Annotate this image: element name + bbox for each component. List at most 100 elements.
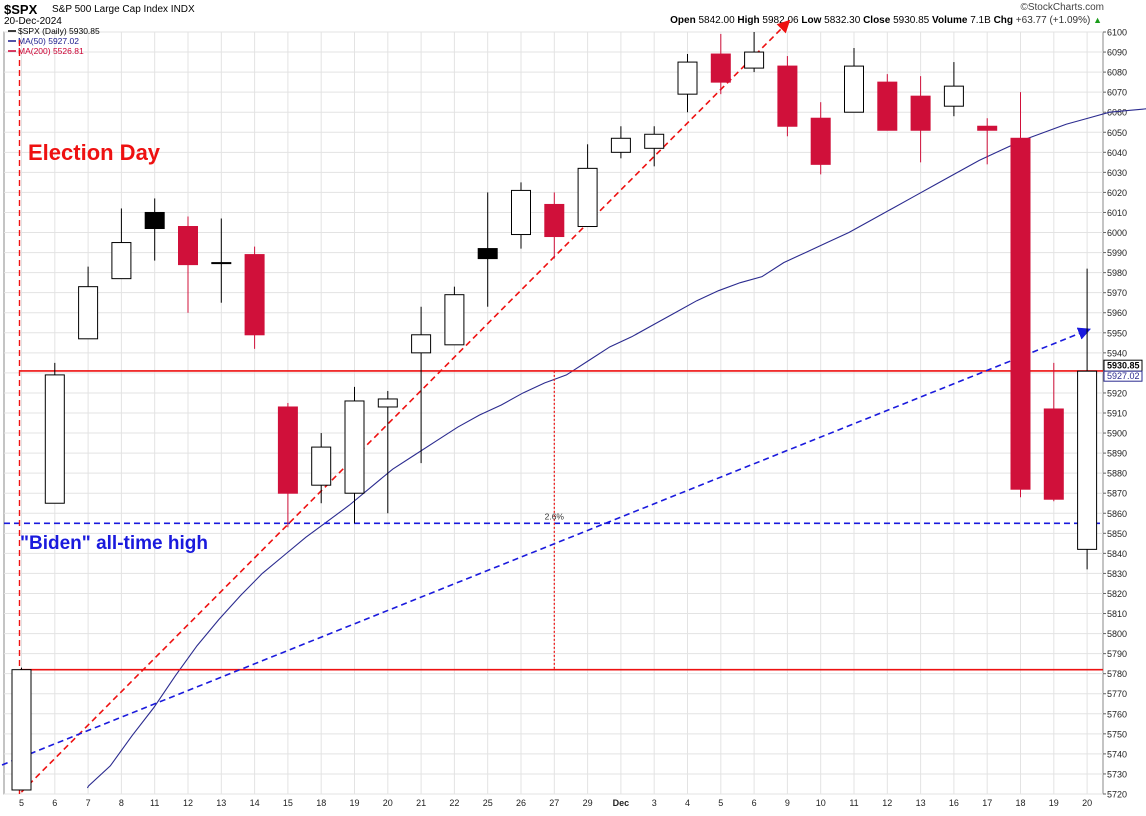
candle	[577, 144, 598, 228]
y-tick-label: 5720	[1107, 790, 1127, 800]
y-tick-label: 6080	[1107, 68, 1127, 78]
candle-body	[344, 400, 365, 494]
candle	[677, 54, 698, 113]
y-tick-label: 5770	[1107, 689, 1127, 699]
x-tick-label: 19	[1049, 798, 1059, 808]
y-tick-label: 5920	[1107, 388, 1127, 398]
x-tick-label: 26	[516, 798, 526, 808]
candle-body	[744, 51, 765, 69]
y-tick-label: 5850	[1107, 529, 1127, 539]
y-tick-label: 5790	[1107, 649, 1127, 659]
x-tick-label: 5	[19, 798, 24, 808]
x-tick-label: 10	[816, 798, 826, 808]
candle-body	[11, 669, 32, 791]
candle-body	[544, 203, 565, 238]
candle	[977, 118, 998, 165]
candle	[1043, 362, 1064, 502]
x-tick-label: 27	[549, 798, 559, 808]
candle	[411, 306, 432, 464]
y-tick-label: 5760	[1107, 709, 1127, 719]
legend-entry: MA(200) 5526.81	[18, 46, 84, 56]
candle	[877, 74, 898, 131]
x-tick-label: 16	[949, 798, 959, 808]
candle-body	[1077, 370, 1098, 550]
candle-body	[277, 406, 298, 494]
candle-body	[78, 286, 99, 340]
y-tick-label: 5730	[1107, 769, 1127, 779]
x-tick-label: 6	[752, 798, 757, 808]
close-price-tag-label: 5930.85	[1107, 361, 1140, 371]
candle	[511, 182, 531, 249]
candle-body	[943, 85, 964, 107]
y-tick-label: 6000	[1107, 228, 1127, 238]
candle	[377, 390, 398, 514]
ma50-line	[86, 108, 1146, 789]
y-tick-label: 6100	[1107, 28, 1127, 38]
y-tick-label: 5940	[1107, 348, 1127, 358]
candle-body	[211, 262, 232, 265]
y-tick-label: 5950	[1107, 328, 1127, 338]
biden-high-label: "Biden" all-time high	[20, 533, 208, 554]
candle-body	[810, 117, 831, 165]
candle	[444, 286, 465, 346]
candle-body	[111, 242, 132, 280]
y-tick-label: 5980	[1107, 268, 1127, 278]
election-day-label: Election Day	[28, 140, 161, 165]
candle	[610, 126, 631, 159]
candle	[44, 362, 65, 504]
y-tick-label: 6030	[1107, 168, 1127, 178]
x-tick-label: 9	[785, 798, 790, 808]
x-tick-label: 11	[849, 798, 858, 808]
candle	[311, 433, 332, 504]
candle-body	[244, 254, 265, 336]
x-tick-label: 11	[150, 798, 159, 808]
y-tick-label: 5860	[1107, 509, 1127, 519]
candle	[777, 56, 798, 137]
candle	[178, 216, 198, 313]
candle-body	[977, 125, 998, 131]
brand-label: ©StockCharts.com	[1020, 2, 1104, 13]
legend-entry: $SPX (Daily) 5930.85	[18, 26, 100, 36]
up-arrow-icon: ▲	[1093, 15, 1102, 25]
x-tick-label: 8	[119, 798, 124, 808]
y-tick-label: 5900	[1107, 429, 1127, 439]
y-tick-label: 5820	[1107, 589, 1127, 599]
x-tick-label: 20	[383, 798, 393, 808]
candle	[144, 198, 165, 261]
candle	[477, 192, 498, 307]
blue-trend-arrow	[1, 327, 1091, 766]
candle-body	[777, 65, 798, 127]
x-tick-label: 7	[86, 798, 91, 808]
y-tick-label: 6020	[1107, 188, 1127, 198]
x-tick-label: 13	[916, 798, 926, 808]
x-tick-label: 21	[416, 798, 426, 808]
candle-body	[377, 398, 398, 408]
candle	[810, 102, 831, 175]
candle-body	[710, 53, 731, 83]
candle-body	[411, 334, 432, 354]
candle	[78, 266, 99, 340]
candle	[644, 126, 665, 167]
y-tick-label: 6050	[1107, 128, 1127, 138]
y-tick-label: 5990	[1107, 248, 1127, 258]
x-tick-label: 18	[316, 798, 326, 808]
candle-body	[644, 133, 665, 149]
x-tick-label: 4	[685, 798, 690, 808]
x-tick-label: 3	[652, 798, 657, 808]
candle-body	[610, 137, 631, 153]
candle-body	[577, 167, 598, 228]
y-tick-label: 6070	[1107, 88, 1127, 98]
candle	[910, 76, 931, 163]
y-tick-label: 5830	[1107, 569, 1127, 579]
candle	[277, 402, 298, 528]
candle	[211, 218, 232, 303]
x-tick-label: 5	[718, 798, 723, 808]
candle-body	[844, 65, 864, 113]
candle-body	[477, 248, 498, 260]
x-tick-label: 25	[483, 798, 493, 808]
candle	[544, 192, 565, 259]
y-tick-label: 5840	[1107, 549, 1127, 559]
x-tick-label: 17	[982, 798, 992, 808]
index-name: S&P 500 Large Cap Index INDX	[52, 4, 195, 15]
